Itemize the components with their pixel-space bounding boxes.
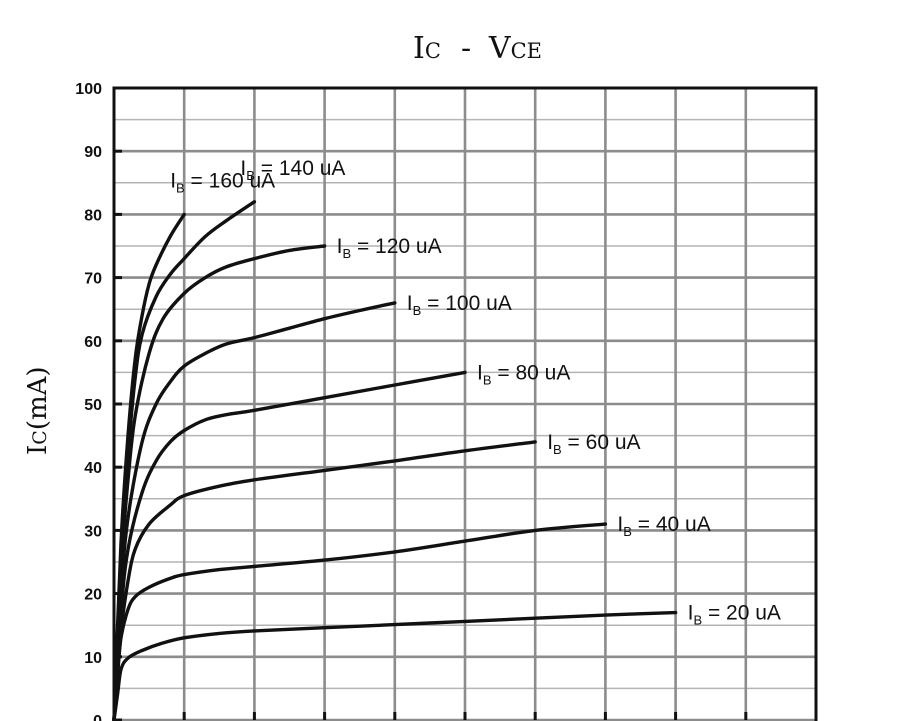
series-label-ib-80ua: IB = 80 uA bbox=[477, 361, 570, 387]
series-label-ib-120ua: IB = 120 uA bbox=[337, 235, 442, 261]
series-label-ib-100ua: IB = 100 uA bbox=[407, 292, 512, 318]
plot-frame bbox=[112, 86, 818, 721]
plot-grid bbox=[112, 86, 818, 721]
y-tick-label: 90 bbox=[84, 144, 102, 161]
series-line-ib-60ua bbox=[112, 440, 537, 721]
y-tick-label: 40 bbox=[84, 460, 102, 477]
series-label-ib-20ua: IB = 20 uA bbox=[688, 602, 781, 628]
series-label-ib-160ua: IB = 160 uA bbox=[170, 169, 275, 195]
series-line-ib-40ua bbox=[112, 522, 608, 721]
y-tick-label: 0 bbox=[93, 713, 102, 721]
chart-title-sub2: CE bbox=[511, 39, 542, 63]
chart-title-main: I bbox=[413, 31, 425, 66]
y-tick-label: 20 bbox=[84, 587, 102, 604]
chart-title-sub: C bbox=[425, 39, 441, 63]
series-line-ib-80ua bbox=[112, 370, 467, 721]
y-axis-label-sub: C bbox=[29, 430, 51, 445]
series-line-ib-160ua bbox=[112, 212, 186, 721]
chart-title-main2: V bbox=[488, 31, 512, 66]
y-axis-ticks: 0 10 20 30 40 50 60 70 80 90 100 bbox=[75, 81, 102, 721]
series-label-ib-40ua: IB = 40 uA bbox=[617, 513, 710, 539]
y-axis-label-main: I bbox=[23, 445, 53, 455]
y-tick-label: 80 bbox=[84, 207, 102, 224]
y-tick-label: 70 bbox=[84, 271, 102, 288]
y-tick-label: 50 bbox=[84, 397, 102, 414]
y-tick-label: 60 bbox=[84, 334, 102, 351]
chart-title-dash: - bbox=[461, 31, 470, 66]
y-tick-label: 30 bbox=[84, 523, 102, 540]
series-line-ib-20ua bbox=[112, 610, 678, 721]
series-group bbox=[112, 200, 678, 721]
y-tick-label: 10 bbox=[84, 650, 102, 667]
y-axis-label: IC(mA) bbox=[23, 366, 53, 455]
series-label-ib-60ua: IB = 60 uA bbox=[547, 431, 640, 457]
series-line-ib-100ua bbox=[112, 301, 397, 721]
series-label-ib-140ua: IB = 140 uA bbox=[240, 157, 345, 183]
y-axis-label-unit: (mA) bbox=[23, 366, 53, 430]
y-tick-label: 100 bbox=[75, 81, 102, 98]
chart-title: IC - VCE bbox=[413, 31, 542, 66]
series-labels: IB = 20 uA IB = 40 uA IB = 60 uA IB = 80 uA… bbox=[170, 157, 781, 628]
